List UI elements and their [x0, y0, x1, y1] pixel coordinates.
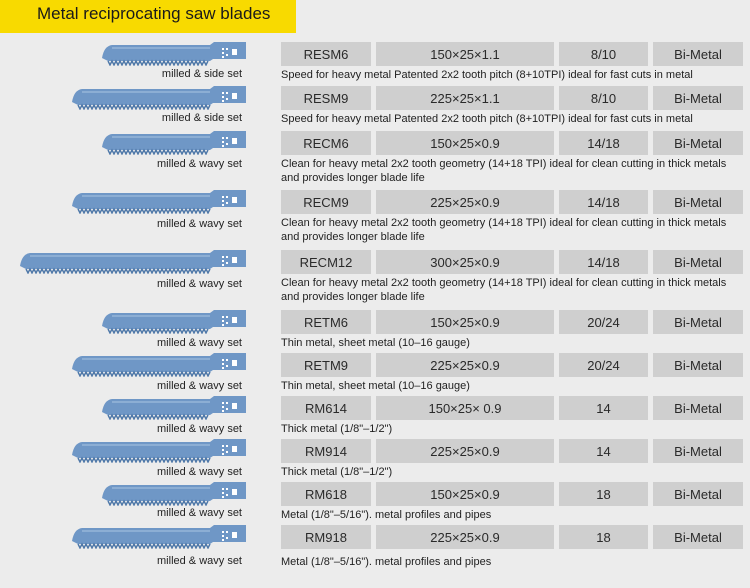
model-cell: RM918 [281, 525, 371, 549]
tpi-cell: 14 [559, 439, 648, 463]
saw-blade-image [96, 131, 246, 160]
blade-description: Metal (1/8"–5/16"). metal profiles and p… [281, 509, 492, 521]
set-type-label: milled & wavy set [157, 507, 242, 519]
tpi-cell: 14/18 [559, 250, 648, 274]
set-type-label: milled & wavy set [157, 158, 242, 170]
material-cell: Bi-Metal [653, 190, 743, 214]
saw-blade-image [66, 439, 246, 468]
blade-description: Metal (1/8"–5/16"). metal profiles and p… [281, 556, 492, 568]
material-cell: Bi-Metal [653, 250, 743, 274]
size-cell: 225×25×0.9 [376, 190, 554, 214]
material-cell: Bi-Metal [653, 353, 743, 377]
material-cell: Bi-Metal [653, 482, 743, 506]
tpi-cell: 20/24 [559, 310, 648, 334]
material-cell: Bi-Metal [653, 439, 743, 463]
blade-description: Thick metal (1/8"–1/2") [281, 466, 393, 478]
model-cell: RECM6 [281, 131, 371, 155]
size-cell: 225×25×0.9 [376, 439, 554, 463]
saw-blade-image [96, 310, 246, 339]
saw-blade-image [96, 396, 246, 425]
size-cell: 300×25×0.9 [376, 250, 554, 274]
blade-description: Clean for heavy metal 2x2 tooth geometry… [281, 158, 727, 184]
saw-blade-image [66, 525, 246, 554]
blade-description: Clean for heavy metal 2x2 tooth geometry… [281, 277, 727, 303]
tpi-cell: 14 [559, 396, 648, 420]
set-type-label: milled & wavy set [157, 555, 242, 567]
tpi-cell: 8/10 [559, 86, 648, 110]
blade-description: Thick metal (1/8"–1/2") [281, 423, 393, 435]
blade-description: Thin metal, sheet metal (10–16 gauge) [281, 337, 470, 349]
set-type-label: milled & side set [161, 68, 242, 80]
tpi-cell: 8/10 [559, 42, 648, 66]
tpi-cell: 20/24 [559, 353, 648, 377]
set-type-label: milled & wavy set [157, 278, 242, 290]
saw-blade-image [66, 86, 246, 115]
size-cell: 150×25×0.9 [376, 482, 554, 506]
material-cell: Bi-Metal [653, 525, 743, 549]
size-cell: 150×25×0.9 [376, 131, 554, 155]
model-cell: RETM6 [281, 310, 371, 334]
set-type-label: milled & side set [161, 112, 242, 124]
set-type-label: milled & wavy set [157, 380, 242, 392]
set-type-label: milled & wavy set [157, 337, 242, 349]
blade-description: Clean for heavy metal 2x2 tooth geometry… [281, 217, 727, 243]
saw-blade-image [96, 42, 246, 71]
model-cell: RECM12 [281, 250, 371, 274]
material-cell: Bi-Metal [653, 86, 743, 110]
saw-blade-image [14, 250, 246, 279]
blade-description: Thin metal, sheet metal (10–16 gauge) [281, 380, 470, 392]
material-cell: Bi-Metal [653, 131, 743, 155]
size-cell: 150×25× 0.9 [376, 396, 554, 420]
model-cell: RETM9 [281, 353, 371, 377]
saw-blade-image [96, 482, 246, 511]
model-cell: RESM9 [281, 86, 371, 110]
model-cell: RECM9 [281, 190, 371, 214]
model-cell: RM914 [281, 439, 371, 463]
blade-description: Speed for heavy metal Patented 2x2 tooth… [281, 113, 693, 125]
size-cell: 150×25×0.9 [376, 310, 554, 334]
size-cell: 225×25×0.9 [376, 353, 554, 377]
model-cell: RESM6 [281, 42, 371, 66]
tpi-cell: 18 [559, 482, 648, 506]
title-banner: Metal reciprocating saw blades [0, 0, 296, 33]
material-cell: Bi-Metal [653, 310, 743, 334]
size-cell: 150×25×1.1 [376, 42, 554, 66]
saw-blade-image [66, 190, 246, 219]
model-cell: RM614 [281, 396, 371, 420]
set-type-label: milled & wavy set [157, 423, 242, 435]
material-cell: Bi-Metal [653, 42, 743, 66]
tpi-cell: 14/18 [559, 131, 648, 155]
tpi-cell: 14/18 [559, 190, 648, 214]
material-cell: Bi-Metal [653, 396, 743, 420]
saw-blade-image [66, 353, 246, 382]
set-type-label: milled & wavy set [157, 466, 242, 478]
model-cell: RM618 [281, 482, 371, 506]
blade-description: Speed for heavy metal Patented 2x2 tooth… [281, 69, 693, 81]
tpi-cell: 18 [559, 525, 648, 549]
size-cell: 225×25×0.9 [376, 525, 554, 549]
size-cell: 225×25×1.1 [376, 86, 554, 110]
page-title: Metal reciprocating saw blades [37, 4, 271, 23]
set-type-label: milled & wavy set [157, 218, 242, 230]
